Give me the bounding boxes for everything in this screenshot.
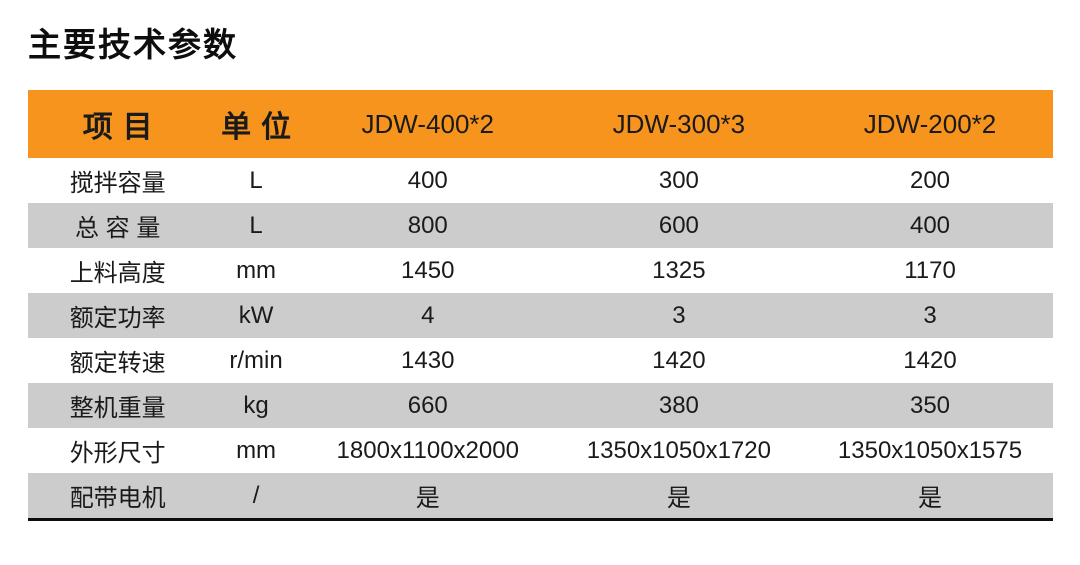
- row-value: 是: [415, 485, 440, 512]
- spec-table: 项目 单位 JDW-400*2 JDW-300*3 JDW-200*2 搅拌容量…: [28, 90, 1053, 521]
- row-value: 400: [909, 211, 951, 239]
- row-value: 是: [666, 485, 691, 512]
- header-model-2: JDW-300*3: [612, 108, 746, 139]
- table-row: 搅拌容量 L 400 300 200: [28, 158, 1053, 203]
- row-unit: L: [249, 166, 263, 194]
- table-row: 外形尺寸 mm 1800x1100x2000 1350x1050x1720 13…: [28, 428, 1053, 473]
- table-header-row: 项目 单位 JDW-400*2 JDW-300*3 JDW-200*2: [28, 90, 1053, 158]
- row-value: 4: [421, 301, 435, 329]
- row-value: 660: [407, 391, 448, 419]
- row-value: 是: [918, 485, 942, 512]
- row-value: 350: [909, 391, 951, 419]
- header-model-1: JDW-400*2: [361, 108, 494, 139]
- header-unit-label: 单位: [221, 111, 302, 144]
- row-label: 额定转速: [69, 350, 166, 377]
- row-unit: mm: [236, 256, 277, 284]
- row-unit: /: [252, 481, 260, 509]
- table-row: 整机重量 kg 660 380 350: [28, 383, 1053, 428]
- row-label: 上料高度: [69, 260, 166, 287]
- row-value: 1450: [401, 256, 455, 284]
- row-value: 400: [407, 166, 448, 194]
- row-label: 搅拌容量: [69, 170, 166, 197]
- row-label: 配带电机: [69, 485, 166, 512]
- row-label: 外形尺寸: [69, 440, 166, 467]
- table-row: 额定功率 kW 4 3 3: [28, 293, 1053, 338]
- row-value: 200: [909, 166, 951, 194]
- page-title: 主要技术参数: [28, 26, 238, 63]
- table-body: 搅拌容量 L 400 300 200 总 容 量 L 800 600 400 上…: [28, 158, 1053, 518]
- header-model-3: JDW-200*2: [863, 108, 997, 139]
- row-value: 1800x1100x2000: [336, 436, 519, 464]
- header-item-label: 项目: [82, 111, 163, 144]
- table-row: 上料高度 mm 1450 1325 1170: [28, 248, 1053, 293]
- row-value: 1420: [903, 346, 957, 374]
- row-value: 600: [658, 211, 699, 239]
- table-row: 总 容 量 L 800 600 400: [28, 203, 1053, 248]
- row-label: 整机重量: [69, 395, 166, 422]
- row-value: 380: [658, 391, 699, 419]
- row-value: 1325: [652, 256, 706, 284]
- row-value: 800: [407, 211, 448, 239]
- row-value: 1350x1050x1575: [837, 436, 1023, 464]
- row-unit: mm: [236, 436, 277, 464]
- row-value: 1430: [401, 346, 455, 374]
- row-value: 3: [923, 301, 937, 329]
- row-value: 1420: [652, 346, 706, 374]
- table-row: 配带电机 / 是 是 是: [28, 473, 1053, 518]
- table-row: 额定转速 r/min 1430 1420 1420: [28, 338, 1053, 383]
- row-value: 3: [672, 301, 686, 329]
- row-unit: r/min: [229, 346, 283, 374]
- row-value: 1350x1050x1720: [586, 436, 771, 464]
- row-label: 总 容 量: [75, 215, 161, 242]
- row-unit: L: [249, 211, 263, 239]
- row-unit: kW: [238, 301, 274, 329]
- row-unit: kg: [243, 391, 269, 419]
- row-value: 300: [658, 166, 699, 194]
- row-value: 1170: [904, 256, 956, 284]
- row-label: 额定功率: [69, 305, 166, 332]
